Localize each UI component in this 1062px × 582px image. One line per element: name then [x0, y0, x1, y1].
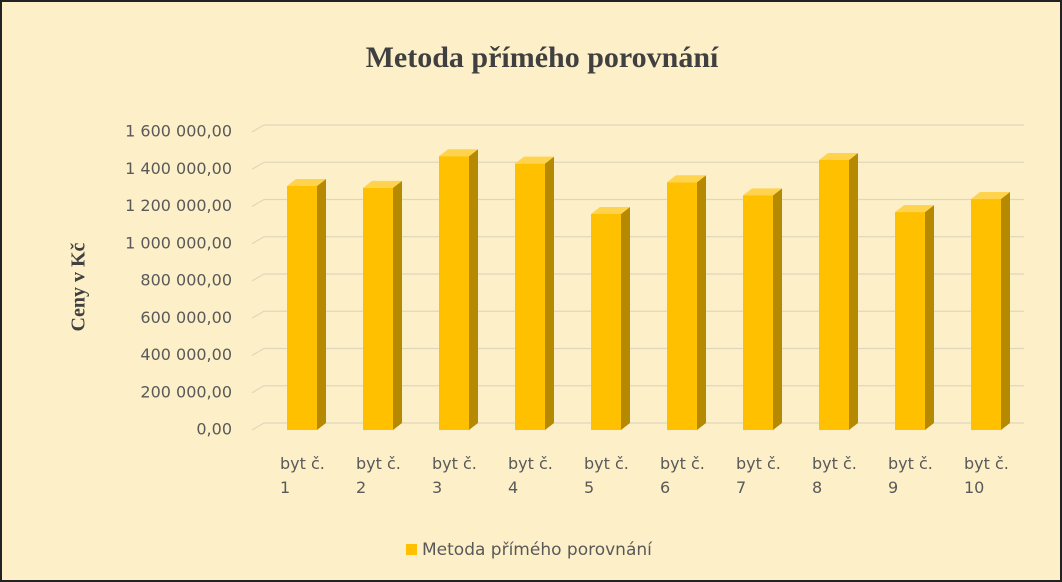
x-tick-label: byt č. 3 [432, 454, 477, 497]
x-tick-label: byt č. 2 [356, 454, 401, 497]
legend-label: Metoda přímého porovnání [422, 540, 653, 560]
y-axis-label: Ceny v Kč [68, 242, 90, 331]
chart-title: Metoda přímého porovnání [366, 41, 719, 74]
bar-side [393, 180, 402, 430]
y-tick-label: 400 000,00 [140, 345, 232, 364]
bar-top [743, 188, 782, 196]
grid-line [251, 124, 1024, 133]
bar-top [287, 179, 326, 187]
bar-side [925, 205, 934, 430]
bar-side [621, 206, 630, 430]
x-tick-label: byt č. 1 [280, 454, 325, 497]
y-tick-label: 1 600 000,00 [125, 122, 232, 141]
y-tick-label: 200 000,00 [140, 382, 232, 401]
x-tick-label: byt č. 4 [508, 454, 553, 497]
bar [439, 156, 469, 430]
bar [667, 182, 697, 430]
bar [895, 212, 925, 430]
bar-top [971, 192, 1010, 200]
bar [287, 186, 317, 430]
x-tick-label: byt č. 7 [736, 454, 781, 497]
grid-line [251, 161, 1024, 170]
bar [819, 159, 849, 430]
bar-top [895, 205, 934, 213]
bar-side [697, 175, 706, 430]
bar-top [667, 175, 706, 183]
bar-side [849, 152, 858, 430]
bar [515, 163, 545, 430]
bar [591, 213, 621, 430]
bar [971, 199, 1001, 430]
bar-side [317, 179, 326, 430]
x-tick-label: byt č. 8 [812, 454, 857, 497]
bar-side [469, 149, 478, 430]
x-tick-label: byt č. 10 [964, 454, 1009, 497]
x-tick-label: byt č. 6 [660, 454, 705, 497]
legend-swatch [406, 544, 417, 555]
bar [743, 195, 773, 430]
bar-top [363, 180, 402, 188]
y-tick-label: 1 400 000,00 [125, 159, 232, 178]
y-tick-label: 1 000 000,00 [125, 233, 232, 252]
bar [363, 187, 393, 430]
bar-side [545, 156, 554, 430]
bar-top [591, 206, 630, 214]
x-tick-label: byt č. 9 [888, 454, 933, 497]
bar-side [1001, 192, 1010, 430]
bar-top [819, 152, 858, 160]
y-tick-label: 600 000,00 [140, 308, 232, 327]
y-tick-label: 800 000,00 [140, 271, 232, 290]
x-tick-label: byt č. 5 [584, 454, 629, 497]
y-tick-label: 1 200 000,00 [125, 196, 232, 215]
bar-top [439, 149, 478, 157]
bar-top [515, 156, 554, 164]
y-tick-label: 0,00 [196, 420, 232, 439]
bar-side [773, 188, 782, 430]
